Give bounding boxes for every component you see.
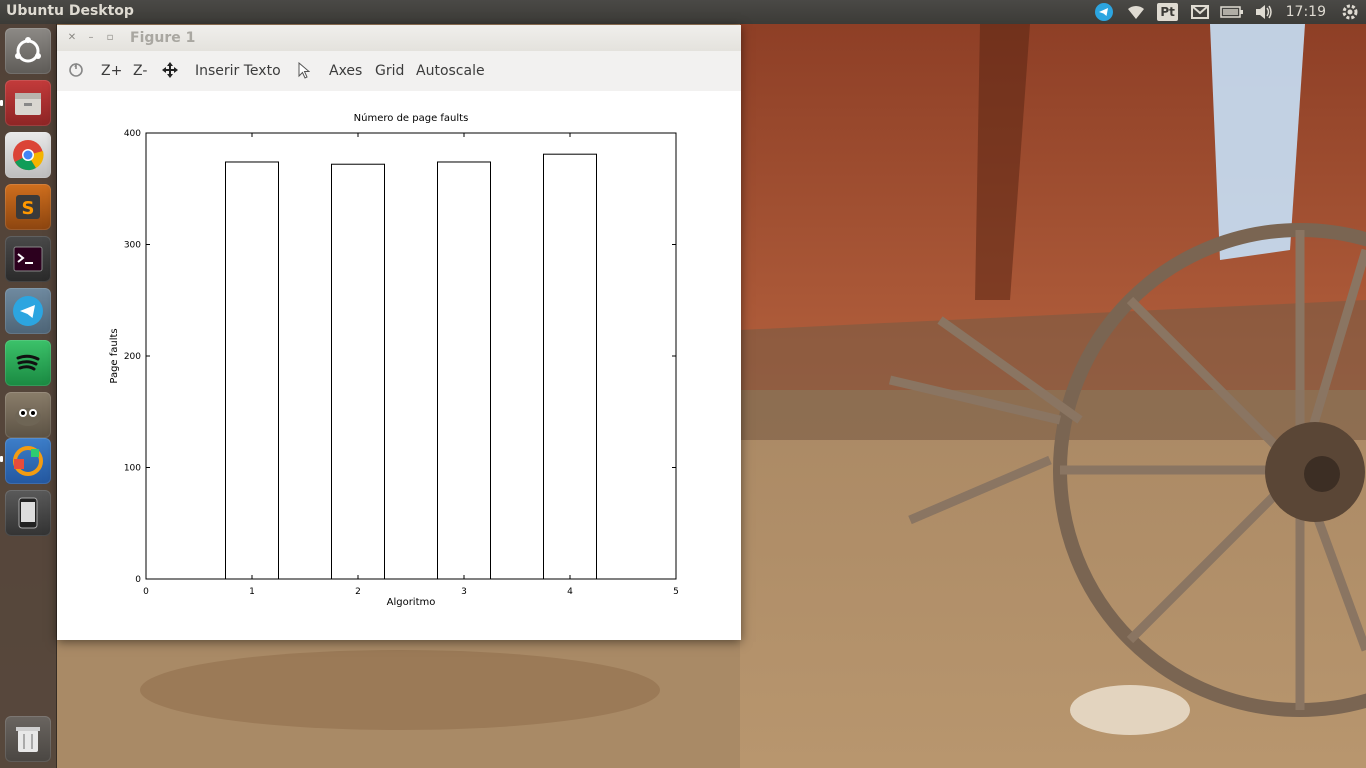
window-titlebar[interactable]: ✕ – ▫ Figure 1 — [57, 25, 741, 51]
x-tick-label: 5 — [673, 587, 679, 597]
terminal-icon[interactable] — [5, 236, 51, 282]
y-tick-label: 0 — [135, 575, 141, 585]
pt-label: Pt — [1157, 3, 1178, 21]
pt-icon[interactable]: Pt — [1152, 0, 1184, 24]
panel-title: Ubuntu Desktop — [6, 3, 134, 19]
figure-window: ✕ – ▫ Figure 1 Z+ Z- Inserir Texto Axes … — [57, 25, 741, 640]
x-tick-label: 0 — [143, 587, 149, 597]
ubuntu-dash-icon[interactable] — [5, 28, 51, 74]
telegram-launcher-icon[interactable] — [5, 288, 51, 334]
window-title: Figure 1 — [130, 30, 196, 46]
y-tick-label: 100 — [124, 464, 141, 474]
android-device-icon[interactable] — [5, 490, 51, 536]
figure-toolbar: Z+ Z- Inserir Texto Axes Grid Autoscale — [57, 51, 741, 92]
figure-canvas[interactable]: Número de page faults Algoritmo Page fau… — [57, 91, 741, 640]
x-tick-label: 4 — [567, 587, 573, 597]
spotify-icon[interactable] — [5, 340, 51, 386]
bar-2 — [331, 163, 385, 580]
maximize-icon[interactable]: ▫ — [106, 32, 114, 43]
bar-4 — [543, 153, 597, 580]
wifi-icon[interactable] — [1120, 0, 1152, 24]
top-panel: Ubuntu Desktop Pt 17:19 — [0, 0, 1366, 24]
indicator-area: Pt 17:19 — [1088, 0, 1366, 24]
telegram-icon[interactable] — [1088, 0, 1120, 24]
launcher: S — [0, 24, 57, 768]
sublime-text-icon[interactable]: S — [5, 184, 51, 230]
axes-button[interactable]: Axes — [329, 63, 363, 79]
mail-icon[interactable] — [1184, 0, 1216, 24]
y-tick-label: 200 — [124, 352, 141, 362]
gimp-icon[interactable] — [5, 392, 51, 438]
bar-chart: Número de page faults Algoritmo Page fau… — [109, 112, 679, 608]
pan-icon[interactable] — [162, 62, 178, 82]
x-tick-label: 3 — [461, 587, 467, 597]
grid-button[interactable]: Grid — [375, 63, 405, 79]
insert-text-button[interactable]: Inserir Texto — [195, 63, 281, 79]
zoom-out-button[interactable]: Z- — [133, 63, 148, 79]
bar-1 — [225, 161, 279, 580]
bar-3 — [437, 161, 491, 580]
battery-icon[interactable] — [1216, 0, 1248, 24]
zoom-in-button[interactable]: Z+ — [101, 63, 123, 79]
close-icon[interactable]: ✕ — [67, 32, 77, 43]
y-axis-label: Page faults — [109, 328, 120, 383]
x-tick-label: 2 — [355, 587, 361, 597]
running-indicator — [0, 456, 3, 462]
running-indicator — [0, 100, 3, 106]
minimize-icon[interactable]: – — [88, 32, 94, 43]
x-axis-label: Algoritmo — [387, 597, 436, 608]
autoscale-button[interactable]: Autoscale — [416, 63, 485, 79]
volume-icon[interactable] — [1248, 0, 1280, 24]
software-updater-icon[interactable] — [5, 438, 51, 484]
panel-clock[interactable]: 17:19 — [1285, 4, 1326, 20]
x-tick-label: 1 — [249, 587, 255, 597]
trash-icon[interactable] — [5, 716, 51, 762]
y-tick-label: 400 — [124, 129, 141, 139]
chart-title: Número de page faults — [354, 112, 469, 124]
pointer-icon[interactable] — [298, 61, 311, 83]
gear-icon[interactable] — [1334, 0, 1366, 24]
files-icon[interactable] — [5, 80, 51, 126]
chrome-icon[interactable] — [5, 132, 51, 178]
y-tick-label: 300 — [124, 241, 141, 251]
reset-icon[interactable] — [68, 62, 84, 82]
svg-text:S: S — [22, 198, 35, 219]
